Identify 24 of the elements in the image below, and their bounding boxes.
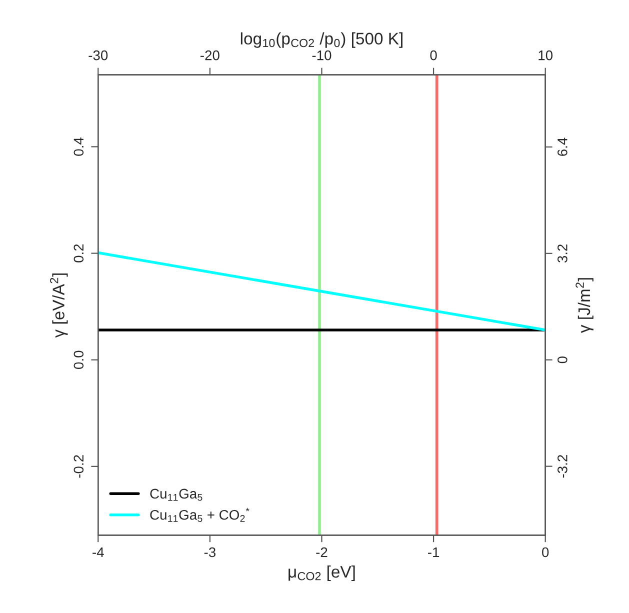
x2-axis-title: log$_{10}$(p$_{CO2}$ /p$_{0}$) [500 K]: [240, 32, 402, 48]
y-axis-title: γ [eV/A$^{2}$]: [50, 273, 68, 338]
legend-label: Cu$_{11}$Ga$_{5}$ + CO$_{2}$$^{*}$: [150, 508, 250, 522]
x-tick-label: -1: [428, 547, 440, 558]
x2-tick-label: -20: [200, 50, 220, 60]
y2-tick-label: 0: [558, 356, 568, 364]
y2-tick-label: 3.2: [558, 244, 568, 263]
y-tick-label: -0.2: [74, 455, 84, 478]
x-tick-label: -2: [316, 547, 328, 558]
y-tick-label: 0.0: [74, 350, 84, 369]
y2-axis-title: γ [J/m$^{2}$]: [576, 278, 594, 333]
x2-tick-label: 10: [538, 50, 553, 60]
x-tick-label: -4: [92, 547, 104, 558]
x-axis-title: μ$_{CO2}$ [eV]: [288, 565, 355, 581]
x-tick-label: -3: [204, 547, 216, 558]
x2-tick-label: -10: [312, 50, 332, 60]
y2-tick-label: -3.2: [558, 455, 568, 478]
y-tick-label: 0.2: [74, 244, 84, 262]
x-tick-label: 0: [542, 547, 549, 558]
x2-tick-label: 0: [430, 50, 437, 60]
x2-tick-label: -30: [88, 50, 108, 60]
y-tick-label: 0.4: [74, 137, 84, 156]
y2-tick-label: 6.4: [558, 138, 568, 156]
legend-label: Cu$_{11}$Ga$_{5}$: [150, 488, 202, 501]
